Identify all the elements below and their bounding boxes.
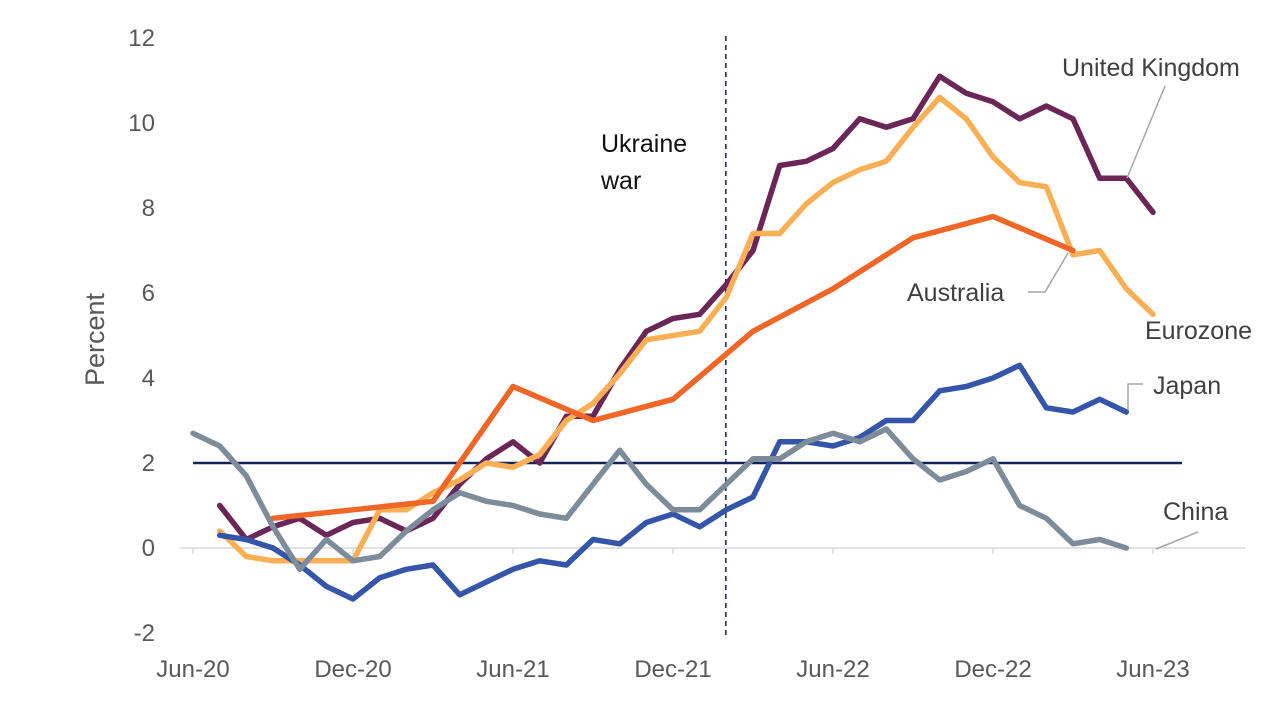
x-tick-label: Dec-21 bbox=[634, 656, 711, 683]
y-tick-label: 0 bbox=[142, 535, 155, 562]
y-tick-label: -2 bbox=[134, 620, 155, 647]
series-line-australia bbox=[270, 213, 1076, 522]
y-tick-label: 12 bbox=[128, 25, 155, 52]
series-line-eurozone bbox=[216, 94, 1156, 564]
annotation-china: China bbox=[1163, 498, 1228, 526]
annotation-japan: Japan bbox=[1153, 372, 1221, 400]
leader-line-china bbox=[1155, 531, 1199, 550]
y-tick-label: 8 bbox=[142, 195, 155, 222]
x-tick-label: Jun-23 bbox=[1116, 656, 1189, 683]
x-tick-label: Jun-22 bbox=[796, 656, 869, 683]
axes: -2 0 2 4 6 8 10 12 Percent Jun-20 Dec-20 Jun-21 Dec-… bbox=[80, 25, 1245, 683]
annotation-united-kingdom: United Kingdom bbox=[1062, 54, 1240, 82]
annotation-australia: Australia bbox=[907, 279, 1004, 307]
y-tick-label: 6 bbox=[142, 280, 155, 307]
reference-lines bbox=[193, 36, 1182, 637]
y-tick-label: 4 bbox=[142, 365, 155, 392]
leader-line-australia bbox=[1028, 252, 1069, 293]
y-axis-label: Percent bbox=[80, 292, 110, 386]
series-line-japan bbox=[216, 362, 1130, 602]
annotation-ukraine: Ukraine bbox=[601, 130, 687, 158]
leader-line-japan bbox=[1127, 383, 1143, 410]
annotation-eurozone: Eurozone bbox=[1145, 317, 1252, 345]
series-lines bbox=[190, 73, 1156, 602]
y-tick-label: 10 bbox=[128, 110, 155, 137]
x-tick-label: Jun-20 bbox=[156, 656, 229, 683]
x-tick-label: Jun-21 bbox=[476, 656, 549, 683]
x-tick-label: Dec-22 bbox=[954, 656, 1031, 683]
y-tick-label: 2 bbox=[142, 450, 155, 477]
annotation-war: war bbox=[600, 167, 641, 195]
series-line-china bbox=[190, 426, 1130, 573]
annotations: Ukraine war United Kingdom Australia Eurozon… bbox=[600, 54, 1252, 550]
x-tick-label: Dec-20 bbox=[314, 656, 391, 683]
leader-line-united-kingdom bbox=[1126, 85, 1166, 179]
